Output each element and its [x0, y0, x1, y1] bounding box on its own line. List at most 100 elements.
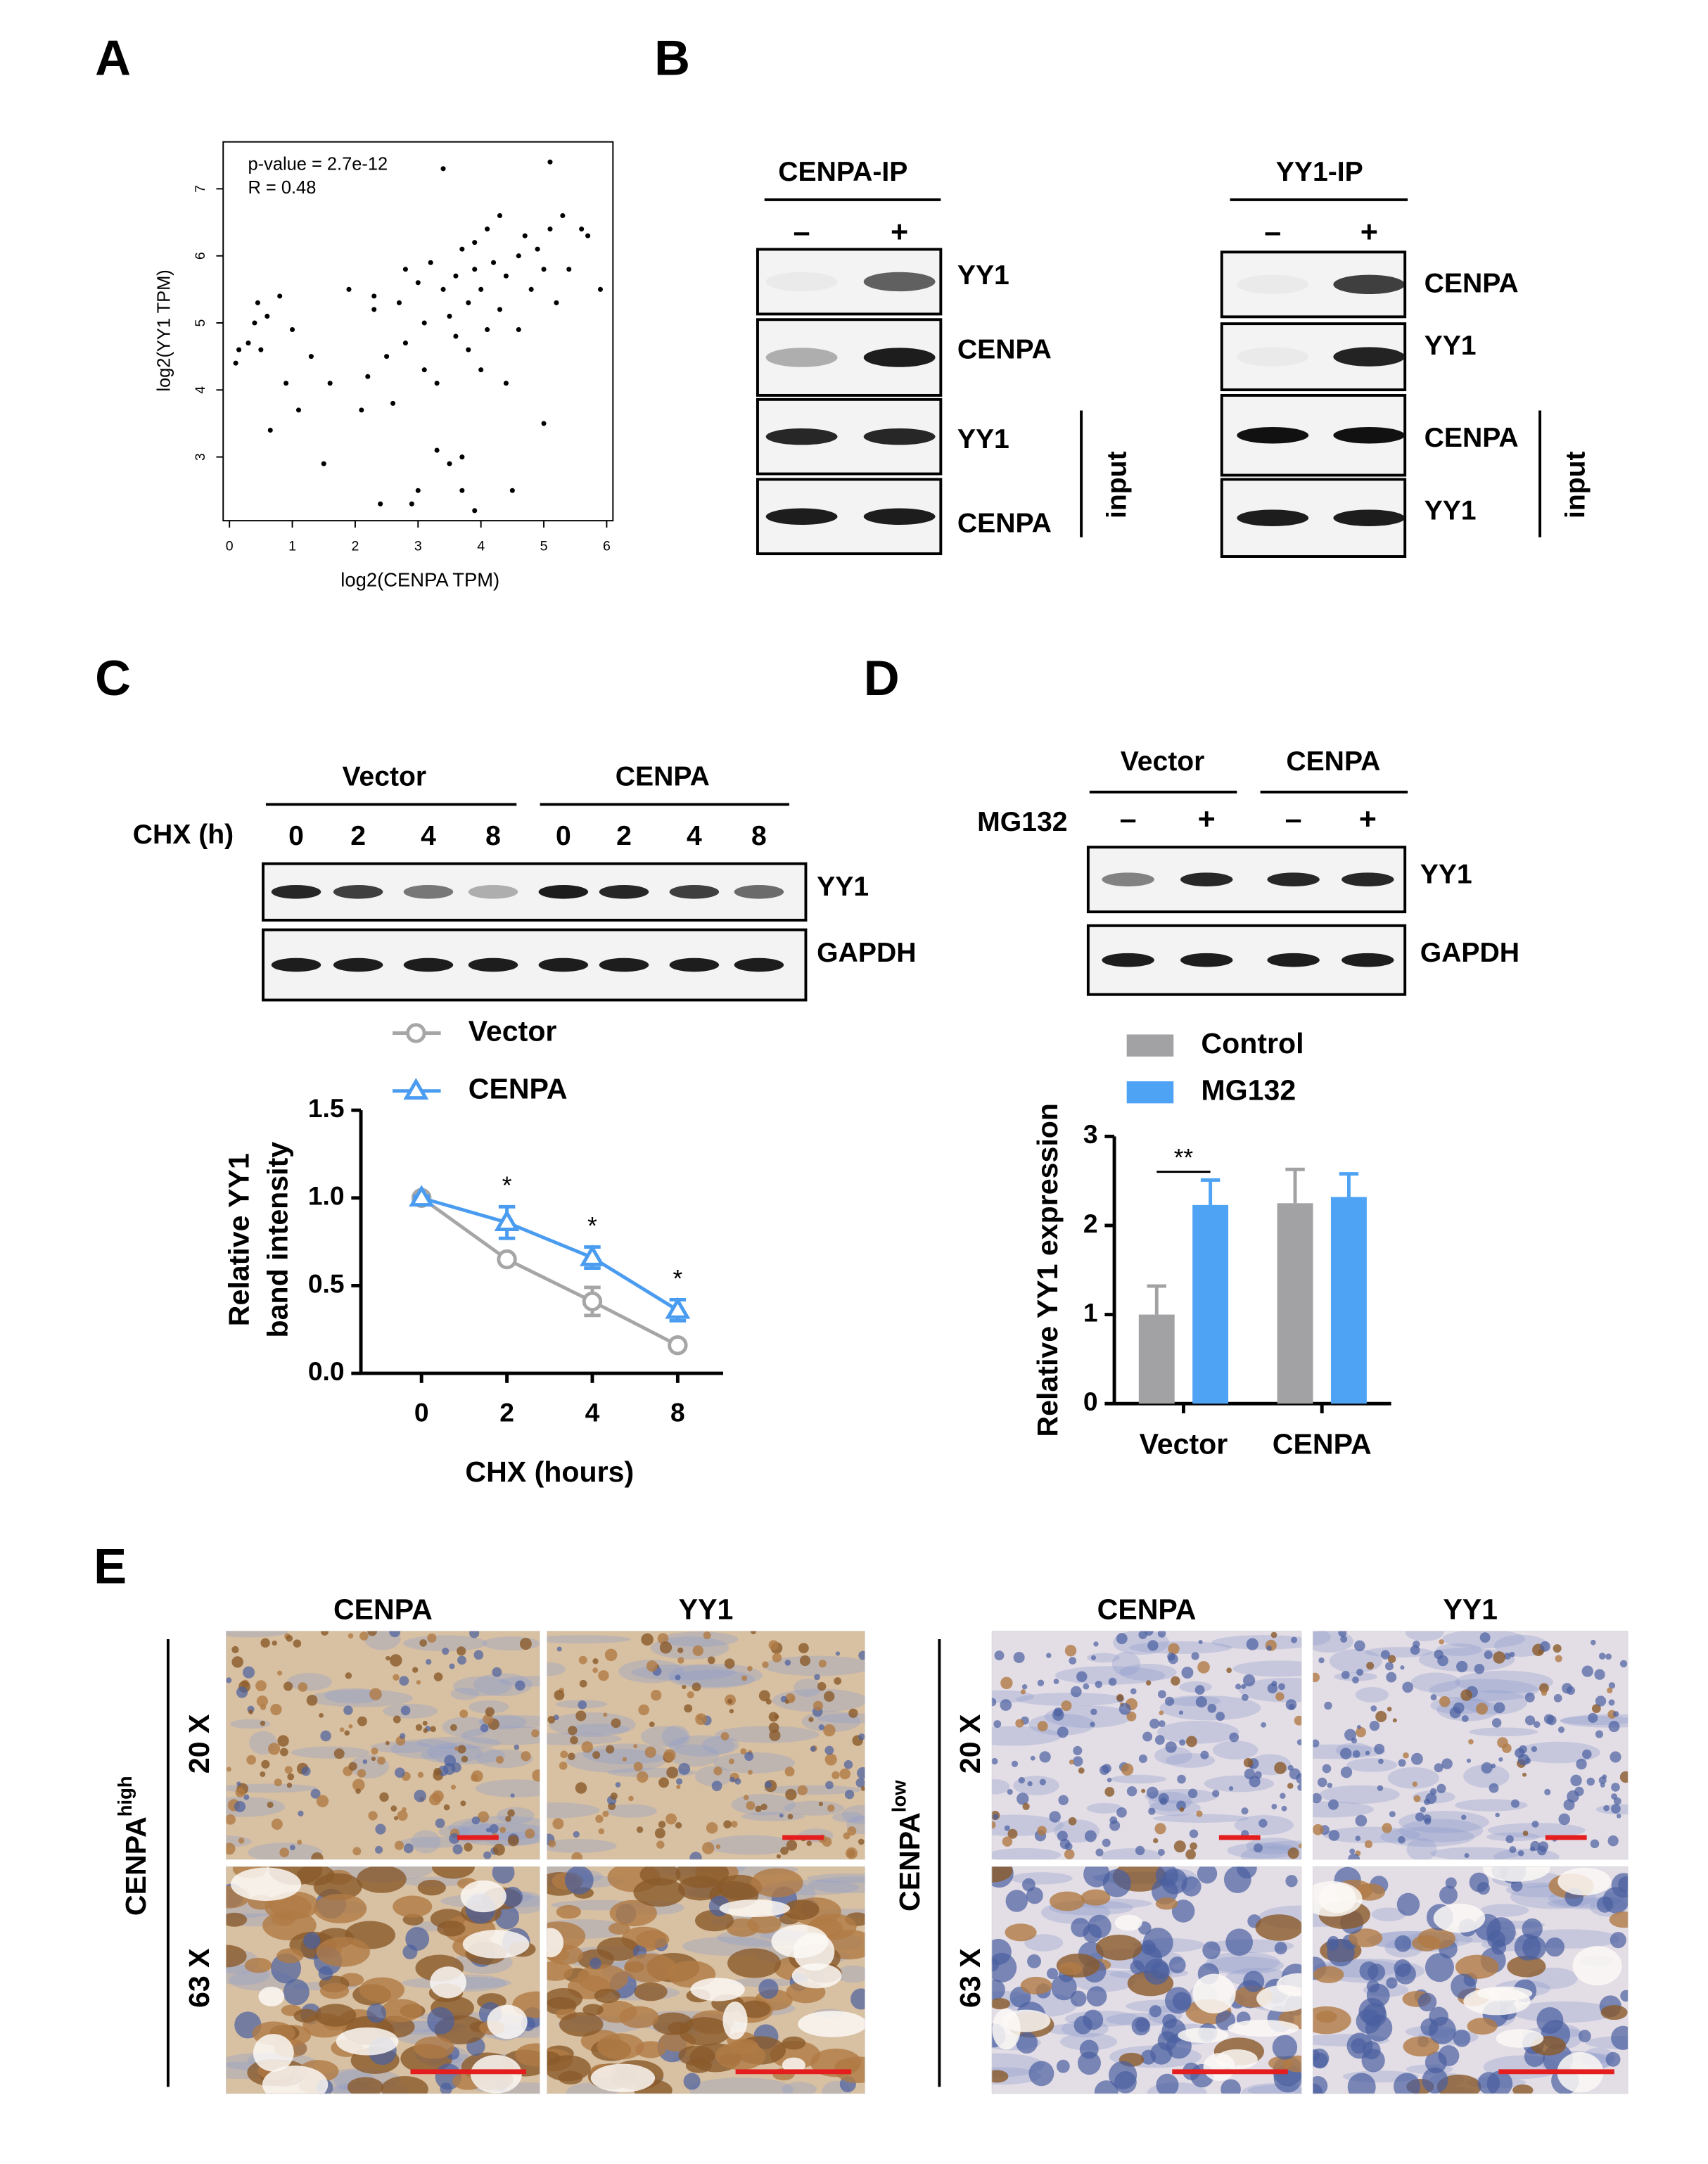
nucleus — [858, 1650, 865, 1660]
nucleus — [1148, 1807, 1156, 1815]
stained-cell — [818, 1660, 827, 1668]
stained-cell — [1081, 1889, 1111, 1906]
stained-cell — [1313, 1966, 1344, 1983]
nucleus — [1394, 1935, 1412, 1952]
nucleus — [1425, 1793, 1437, 1805]
stroma — [1232, 1660, 1302, 1677]
nucleus — [1495, 1812, 1500, 1818]
nucleus — [1005, 1890, 1028, 1912]
ihc-image — [991, 1866, 1302, 2094]
stained-cell — [1145, 1680, 1152, 1686]
nucleus — [1620, 1990, 1629, 2002]
lumen — [1496, 2029, 1544, 2048]
stained-cell — [991, 1866, 1013, 1883]
stained-cell — [831, 1771, 840, 1779]
ihc-image — [991, 1631, 1302, 1860]
lane-label: + — [891, 215, 908, 249]
stroma — [1111, 1652, 1141, 1676]
nucleus — [1165, 1741, 1177, 1753]
nucleus — [1619, 1660, 1628, 1668]
lumen — [690, 1978, 745, 2001]
nucleus — [452, 1844, 463, 1854]
nucleus — [1083, 2009, 1104, 2030]
ip-title: YY1-IP — [1276, 157, 1363, 187]
stained-cell — [758, 1690, 770, 1702]
y-tick-label: 1 — [1083, 1297, 1098, 1327]
nucleus — [1439, 1885, 1458, 1904]
stained-cell — [776, 1854, 782, 1859]
nucleus — [1456, 1660, 1468, 1673]
stained-cell — [381, 1999, 423, 2023]
nucleus — [1151, 1961, 1169, 1980]
nucleus — [1378, 1758, 1384, 1764]
stained-cell — [635, 1930, 670, 1949]
stained-cell — [692, 1682, 701, 1692]
stained-cell — [345, 1672, 352, 1679]
nucleus — [1057, 1726, 1069, 1738]
line-marker — [668, 1335, 688, 1356]
nucleus — [1197, 1866, 1218, 1884]
stained-cell — [381, 2075, 428, 2094]
stained-cell — [739, 2000, 771, 2018]
stained-cell — [1186, 1736, 1197, 1748]
nucleus — [1612, 1711, 1619, 1717]
stained-cell — [658, 1821, 666, 1828]
stained-cell — [634, 1982, 668, 2001]
scatter-point — [359, 407, 364, 413]
nucleus — [1493, 1702, 1505, 1714]
stained-cell — [608, 1922, 630, 1935]
stained-cell — [547, 1961, 573, 1981]
scatter-point — [579, 227, 585, 232]
stroma — [640, 1726, 689, 1747]
stained-cell — [1375, 1710, 1387, 1722]
nucleus — [283, 1979, 310, 2006]
nucleus — [1073, 1745, 1083, 1755]
nucleus — [1130, 1960, 1145, 1975]
scatter-point — [258, 347, 264, 352]
stained-cell — [656, 1840, 665, 1849]
nucleus — [1084, 1830, 1097, 1842]
nucleus — [427, 2007, 454, 2035]
nucleus — [435, 1818, 445, 1828]
nucleus — [1422, 2067, 1448, 2094]
stained-cell — [1403, 2036, 1440, 2057]
lane-label: 0 — [556, 821, 571, 851]
stained-cell — [1197, 1661, 1210, 1674]
x-tick-label: 4 — [477, 538, 485, 554]
nucleus — [1322, 1764, 1332, 1774]
stained-cell — [604, 1648, 618, 1662]
blot-row-label: YY1 — [957, 260, 1009, 291]
nucleus — [1449, 1707, 1461, 1719]
stroma — [1410, 1672, 1460, 1693]
nucleus — [857, 1767, 865, 1779]
nucleus — [1236, 1866, 1257, 1879]
stained-cell — [339, 1727, 345, 1733]
group-label: CENPA — [1286, 746, 1380, 777]
nucleus — [814, 1674, 820, 1681]
nucleus — [734, 1778, 741, 1785]
lumen — [430, 1966, 466, 1999]
significance-star: * — [673, 1265, 683, 1292]
stroma — [782, 2082, 817, 2094]
nucleus — [1413, 1641, 1420, 1648]
stroma — [1100, 1848, 1162, 1860]
stained-cell — [817, 1681, 827, 1691]
stained-cell — [1069, 1759, 1074, 1765]
panel-letter: A — [95, 30, 131, 86]
nucleus — [1436, 1783, 1446, 1793]
stained-cell — [603, 1712, 608, 1717]
scatter-point — [390, 400, 396, 406]
stained-cell — [818, 1802, 823, 1807]
x-tick-label: 0 — [414, 1398, 429, 1427]
legend-marker — [403, 1078, 429, 1100]
stained-cell — [226, 1767, 231, 1772]
stained-cell — [834, 1677, 842, 1685]
magnification-label: 63 X — [954, 1948, 986, 2008]
stained-cell — [246, 1755, 257, 1765]
stained-cell — [1059, 1961, 1083, 1975]
stained-cell — [226, 1945, 247, 1968]
nucleus — [1135, 1845, 1145, 1856]
stained-cell — [428, 1793, 442, 1806]
lane-label: – — [1285, 802, 1302, 836]
stained-cell — [306, 1694, 318, 1706]
